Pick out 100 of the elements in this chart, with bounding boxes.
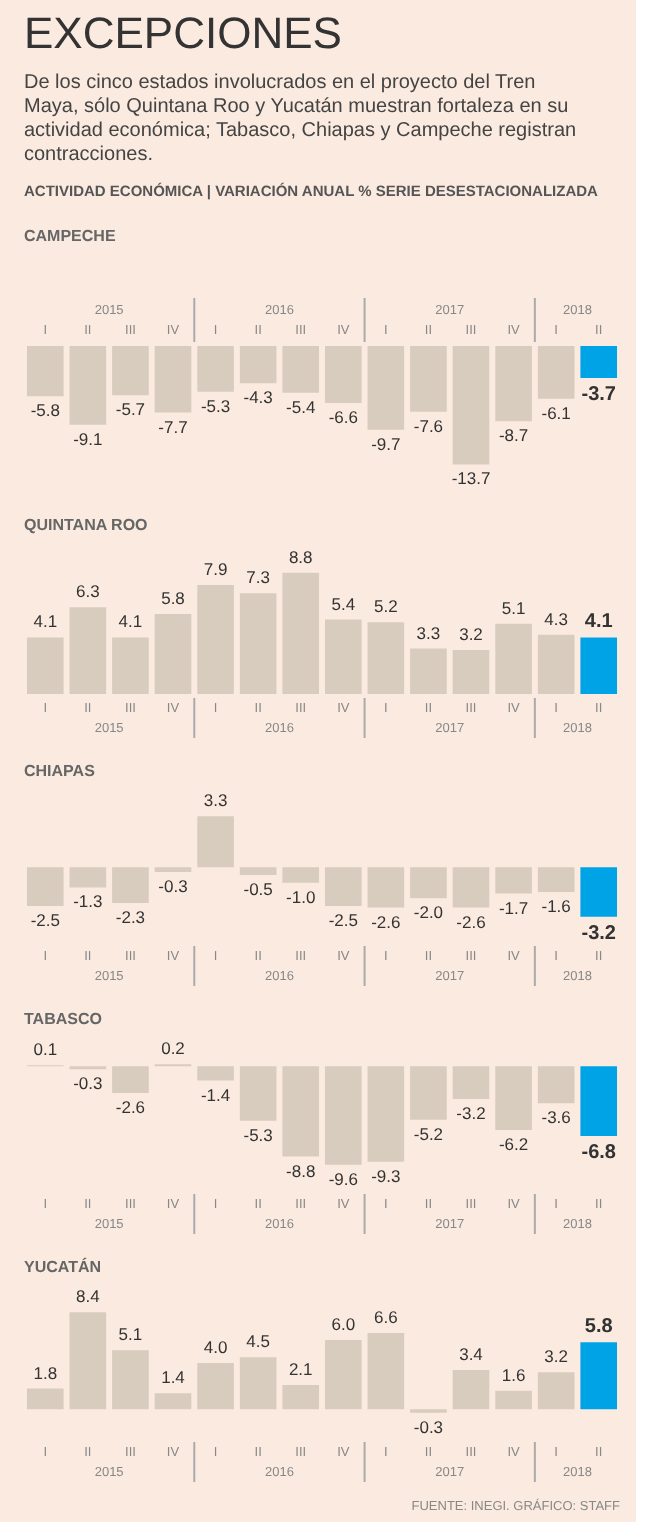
data-label: -4.3	[243, 387, 274, 408]
bar	[367, 1332, 405, 1410]
bar	[26, 637, 64, 694]
data-label: -2.5	[30, 909, 61, 930]
bar	[154, 614, 192, 694]
data-label: -6.1	[541, 402, 572, 423]
data-label: -8.7	[498, 425, 529, 446]
data-label: -0.3	[413, 1416, 444, 1437]
data-label: 8.8	[288, 546, 314, 567]
data-label: 4.1	[584, 611, 614, 634]
data-label: -2.6	[371, 911, 402, 932]
data-label: 1.4	[161, 1367, 186, 1388]
bar	[282, 572, 320, 694]
bar	[580, 1342, 618, 1410]
data-label: 4.3	[544, 608, 569, 629]
data-label: 1.8	[33, 1362, 58, 1383]
data-label: 5.2	[374, 596, 399, 617]
bar	[69, 607, 107, 694]
bar	[154, 1393, 192, 1410]
data-label: 2.1	[288, 1359, 314, 1380]
data-label: 3.2	[544, 1346, 569, 1367]
chart-title: TABASCO	[24, 1010, 102, 1029]
bar	[26, 1388, 64, 1410]
data-label: -2.0	[413, 902, 444, 923]
data-label: 4.1	[118, 611, 143, 632]
data-label: -3.2	[456, 1103, 487, 1124]
bar	[239, 593, 277, 694]
data-label: -5.3	[243, 1124, 274, 1145]
data-label: -9.1	[73, 428, 104, 449]
data-label: -9.3	[371, 1165, 402, 1186]
chart-title: YUCATÁN	[24, 1256, 102, 1277]
bar	[197, 585, 234, 694]
bar	[112, 637, 149, 694]
bar	[324, 619, 362, 694]
bar	[197, 1363, 234, 1410]
data-label: 1.6	[501, 1364, 526, 1385]
data-label: -1.0	[286, 886, 316, 907]
bar	[452, 1370, 490, 1410]
data-label: 5.8	[161, 588, 186, 609]
data-label: 4.1	[33, 611, 58, 632]
data-label: -0.5	[243, 879, 274, 900]
data-label: -1.6	[541, 896, 572, 917]
bar	[239, 1357, 277, 1410]
data-label: 4.5	[246, 1331, 271, 1352]
chart-title: CAMPECHE	[24, 227, 117, 245]
text: EXCEPCIONES	[24, 8, 342, 58]
data-label: 6.3	[76, 581, 101, 602]
data-label: -1.3	[73, 891, 104, 912]
data-label: 3.3	[416, 622, 441, 643]
bar	[324, 1339, 362, 1410]
text: De los cinco estados involucrados en el proyecto del Tren Maya, sólo Quintana Roo y Yucatán muestran fortaleza en su actividad económica; Tabasco, Chiapas y Campeche registran contracciones.	[24, 72, 577, 166]
data-label: -1.7	[498, 897, 529, 918]
data-label: -5.7	[115, 399, 146, 420]
bar	[537, 634, 575, 694]
data-label: -2.6	[115, 1096, 146, 1117]
data-label: -1.4	[200, 1084, 231, 1105]
bar	[69, 1312, 107, 1410]
data-label: 7.3	[246, 567, 271, 588]
bar	[112, 1350, 149, 1410]
bar	[537, 1372, 575, 1410]
data-label: 4.0	[203, 1337, 228, 1358]
data-label: -3.6	[541, 1107, 572, 1128]
data-label: -2.3	[115, 906, 146, 927]
bar	[452, 649, 490, 694]
data-label: -5.2	[413, 1123, 444, 1144]
data-label: -3.2	[581, 922, 617, 945]
data-label: 0.2	[161, 1038, 186, 1059]
data-label: 0.1	[33, 1039, 58, 1060]
bar	[410, 648, 447, 694]
data-label: -8.8	[286, 1160, 316, 1181]
data-label: 3.3	[203, 790, 228, 811]
data-label: 3.4	[459, 1344, 484, 1365]
bar	[580, 637, 618, 694]
data-label: 8.4	[76, 1286, 101, 1307]
data-label: -5.4	[286, 396, 316, 417]
bar	[495, 623, 532, 694]
data-label: -0.3	[158, 875, 189, 896]
data-label: -13.7	[451, 468, 491, 489]
data-label: 5.1	[501, 597, 526, 618]
bar	[367, 622, 405, 694]
data-label: -6.6	[328, 407, 359, 428]
data-label: 5.8	[584, 1316, 614, 1339]
data-label: 6.6	[374, 1306, 399, 1327]
chart-title: QUINTANA ROO	[24, 516, 148, 534]
data-label: -6.2	[498, 1133, 529, 1154]
data-label: 7.9	[203, 559, 228, 580]
data-label: 6.0	[331, 1313, 356, 1334]
data-label: -9.6	[328, 1168, 359, 1189]
data-label: -6.8	[581, 1142, 617, 1165]
data-label: -7.7	[158, 416, 189, 437]
data-label: -0.3	[73, 1073, 104, 1094]
data-label: -5.3	[200, 395, 231, 416]
bar	[495, 1390, 532, 1410]
data-label: -3.7	[581, 383, 617, 406]
data-label: -2.6	[456, 911, 487, 932]
data-label: 5.4	[331, 593, 356, 614]
data-label: -9.7	[371, 433, 402, 454]
bar	[282, 1385, 320, 1410]
data-label: -2.5	[328, 909, 359, 930]
data-label: -5.8	[30, 400, 61, 421]
